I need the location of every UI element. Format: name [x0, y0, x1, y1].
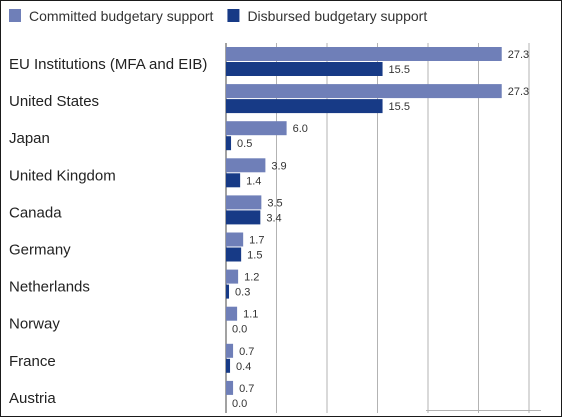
legend-swatch-committed-budgetary-support — [9, 9, 21, 22]
value-label-norway-committed: 1.1 — [243, 309, 258, 321]
category-label-austria: Austria — [9, 390, 56, 407]
value-label-france-committed: 0.7 — [239, 346, 254, 358]
bar-eu-institutions-mfa-and-eib-disbursed — [226, 62, 383, 76]
value-label-eu-institutions-mfa-and-eib-disbursed: 15.5 — [389, 64, 410, 76]
bars — [226, 47, 502, 395]
category-label-eu-institutions-mfa-and-eib: EU Institutions (MFA and EIB) — [9, 56, 207, 73]
category-label-germany: Germany — [9, 242, 71, 259]
category-label-japan: Japan — [9, 130, 50, 147]
category-label-france: France — [9, 353, 56, 370]
value-label-france-disbursed: 0.4 — [236, 361, 251, 373]
value-label-united-kingdom-committed: 3.9 — [271, 160, 286, 172]
legend-label-committed-budgetary-support: Committed budgetary support — [29, 8, 214, 24]
bar-france-disbursed — [226, 358, 231, 373]
bar-united-states-disbursed — [226, 99, 383, 114]
bar-netherlands-committed — [226, 269, 239, 284]
value-label-netherlands-disbursed: 0.3 — [235, 287, 250, 299]
bar-canada-disbursed — [226, 210, 261, 225]
value-label-austria-committed: 0.7 — [239, 383, 254, 395]
bar-japan-disbursed — [226, 136, 232, 151]
grid-lines — [225, 43, 541, 413]
value-label-norway-disbursed: 0.0 — [232, 324, 247, 336]
bar-united-kingdom-disbursed — [226, 173, 241, 188]
bar-germany-committed — [226, 232, 244, 247]
category-label-united-kingdom: United Kingdom — [9, 167, 116, 184]
value-label-netherlands-committed: 1.2 — [244, 272, 259, 284]
bar-netherlands-disbursed — [226, 284, 230, 299]
bar-eu-institutions-mfa-and-eib-committed — [226, 47, 502, 61]
legend-label-disbursed-budgetary-support: Disbursed budgetary support — [247, 8, 427, 24]
bar-germany-disbursed — [226, 247, 242, 262]
value-label-united-states-disbursed: 15.5 — [389, 101, 410, 113]
value-label-germany-committed: 1.7 — [249, 235, 264, 247]
legend: Committed budgetary support Disbursed bud… — [9, 8, 427, 24]
bar-norway-committed — [226, 306, 238, 321]
value-label-eu-institutions-mfa-and-eib-committed: 27.3 — [508, 49, 529, 61]
bar-france-committed — [226, 343, 234, 358]
bar-japan-committed — [226, 121, 287, 136]
value-label-germany-disbursed: 1.5 — [247, 250, 262, 262]
bar-united-kingdom-committed — [226, 158, 266, 173]
bar-canada-committed — [226, 195, 262, 210]
value-label-united-states-committed: 27.3 — [508, 86, 529, 98]
legend-swatch-disbursed-budgetary-support — [227, 9, 240, 22]
value-label-japan-disbursed: 0.5 — [237, 138, 252, 150]
category-label-canada: Canada — [9, 204, 62, 221]
category-label-united-states: United States — [9, 93, 99, 110]
value-label-canada-disbursed: 3.4 — [266, 212, 281, 224]
value-label-japan-committed: 6.0 — [293, 123, 308, 135]
value-labels: 27.3 15.5 27.3 15.5 6.0 0.5 3.9 1.4 3.5 3.41.7 1.5… — [232, 49, 529, 410]
bar-united-states-committed — [226, 84, 502, 99]
bar-austria-committed — [226, 380, 234, 395]
value-label-canada-committed: 3.5 — [267, 197, 282, 209]
category-labels: EU Institutions (MFA and EIB) United Stat… — [9, 56, 207, 407]
category-label-netherlands: Netherlands — [9, 279, 90, 296]
value-label-austria-disbursed: 0.0 — [232, 398, 247, 410]
value-label-united-kingdom-disbursed: 1.4 — [246, 175, 261, 187]
category-label-norway: Norway — [9, 316, 60, 333]
